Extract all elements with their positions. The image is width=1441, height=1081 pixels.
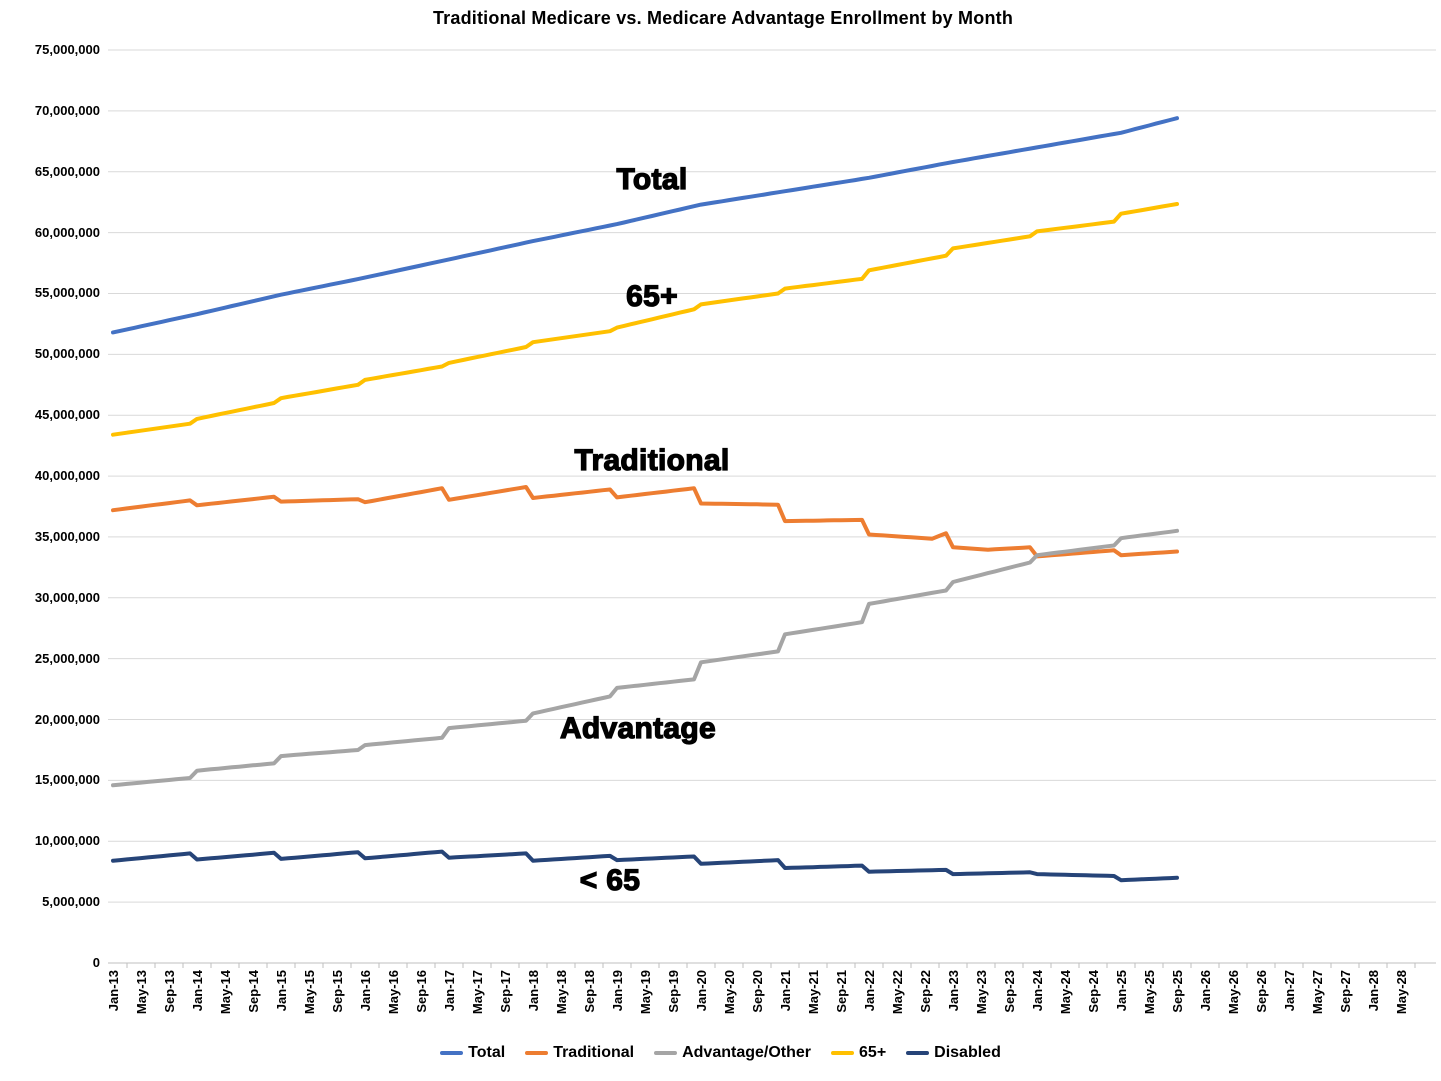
y-tick-label: 65,000,000: [34, 163, 100, 179]
y-tick-label: 0: [92, 955, 100, 970]
x-tick-label: May-26: [1226, 970, 1241, 1015]
y-tick-label: 70,000,000: [34, 102, 100, 118]
legend-item-advantage-other: Advantage/Other: [654, 1044, 811, 1062]
x-tick-label: Jan-28: [1366, 970, 1381, 1012]
legend-item-65-: 65+: [831, 1044, 886, 1062]
y-tick-label: 50,000,000: [34, 346, 100, 362]
x-tick-label: Jan-22: [862, 970, 877, 1012]
x-tick-label: Sep-15: [330, 970, 345, 1013]
legend-item-traditional: Traditional: [525, 1044, 634, 1062]
x-tick-label: Sep-17: [498, 970, 513, 1013]
y-tick-label: 75,000,000: [34, 42, 100, 57]
x-tick-label: Sep-21: [834, 970, 849, 1013]
x-tick-label: May-13: [134, 970, 149, 1015]
legend-label: Total: [468, 1044, 506, 1061]
y-tick-label: 60,000,000: [34, 224, 100, 240]
x-tick-label: Sep-20: [750, 970, 765, 1013]
x-tick-label: Sep-24: [1086, 970, 1101, 1013]
x-tick-label: Jan-19: [610, 970, 625, 1012]
x-tick-label: Sep-13: [162, 970, 177, 1013]
annotation--65: < 65: [579, 863, 641, 898]
y-tick-label: 30,000,000: [34, 589, 100, 605]
x-tick-label: Jan-21: [778, 970, 793, 1012]
annotation-advantage: Advantage: [559, 711, 717, 745]
gridlines: [108, 49, 1436, 964]
legend-swatch-icon: [440, 1051, 464, 1055]
chart-title: Traditional Medicare vs. Medicare Advant…: [432, 8, 1014, 28]
series-line-65-: [111, 202, 1179, 437]
y-tick-label: 35,000,000: [34, 528, 100, 544]
series-line-disabled: [111, 849, 1179, 883]
y-tick-label: 40,000,000: [34, 468, 100, 484]
x-tick-label: Sep-22: [918, 970, 933, 1013]
x-tick-label: Sep-14: [246, 970, 261, 1013]
x-tick-label: May-27: [1310, 970, 1325, 1015]
y-tick-label: 55,000,000: [34, 285, 100, 301]
x-tick-label: Jan-18: [526, 970, 541, 1012]
x-tick-label: May-21: [806, 970, 821, 1015]
x-tick-label: Sep-25: [1170, 970, 1185, 1013]
x-axis-ticks: [126, 963, 1416, 968]
x-tick-label: Sep-27: [1338, 970, 1353, 1013]
x-tick-label: Jan-24: [1030, 970, 1045, 1012]
x-tick-label: May-20: [722, 970, 737, 1015]
y-tick-label: 20,000,000: [34, 711, 100, 727]
x-tick-label: May-24: [1058, 970, 1073, 1015]
x-tick-label: Jan-25: [1114, 970, 1129, 1012]
x-tick-label: Sep-18: [582, 970, 597, 1013]
annotation-total: Total: [616, 162, 688, 196]
x-tick-label: May-15: [302, 970, 317, 1015]
legend-swatch-icon: [906, 1051, 930, 1055]
x-tick-label: May-18: [554, 970, 569, 1015]
x-tick-label: Jan-26: [1198, 970, 1213, 1012]
y-tick-label: 15,000,000: [34, 772, 100, 788]
x-tick-label: Sep-26: [1254, 970, 1269, 1013]
x-tick-label: Jan-16: [358, 970, 373, 1012]
x-tick-label: Sep-16: [414, 970, 429, 1013]
x-tick-label: Jan-23: [946, 970, 961, 1012]
x-tick-label: Jan-27: [1282, 970, 1297, 1012]
x-tick-label: Jan-17: [442, 970, 457, 1012]
y-tick-label: 10,000,000: [34, 833, 100, 849]
legend-swatch-icon: [831, 1051, 855, 1055]
annotation-65+: 65+: [625, 279, 678, 313]
x-tick-label: Jan-20: [694, 970, 709, 1012]
legend-label: 65+: [859, 1044, 887, 1061]
legend-swatch-icon: [654, 1051, 678, 1055]
series-line-advantage-other: [111, 528, 1179, 788]
legend-item-total: Total: [440, 1044, 505, 1062]
x-tick-label: May-28: [1394, 970, 1409, 1015]
x-tick-label: May-16: [386, 970, 401, 1015]
x-tick-label: May-19: [638, 970, 653, 1015]
x-tick-label: May-14: [218, 970, 233, 1015]
chart-legend: Total Traditional Advantage/Other 65+ Disabl…: [0, 1044, 1441, 1062]
x-tick-label: May-17: [470, 970, 485, 1015]
legend-item-disabled: Disabled: [906, 1044, 1001, 1062]
x-tick-label: May-22: [890, 970, 905, 1015]
legend-label: Disabled: [934, 1044, 1001, 1061]
y-tick-label: 5,000,000: [42, 894, 100, 910]
legend-swatch-icon: [525, 1051, 549, 1055]
x-tick-label: May-25: [1142, 970, 1157, 1015]
annotation-traditional: Traditional: [574, 443, 730, 478]
x-tick-label: May-23: [974, 970, 989, 1015]
x-tick-label: Jan-14: [190, 970, 205, 1012]
series-line-traditional: [111, 485, 1179, 559]
y-tick-label: 25,000,000: [34, 650, 100, 666]
legend-label: Traditional: [553, 1044, 635, 1061]
x-tick-label: Sep-23: [1002, 970, 1017, 1013]
x-tick-label: Jan-13: [106, 970, 121, 1012]
x-tick-label: Sep-19: [666, 970, 681, 1013]
x-tick-label: Jan-15: [274, 970, 289, 1012]
y-tick-label: 45,000,000: [34, 407, 100, 423]
legend-label: Advantage/Other: [682, 1044, 812, 1061]
series-line-total: [111, 116, 1179, 335]
